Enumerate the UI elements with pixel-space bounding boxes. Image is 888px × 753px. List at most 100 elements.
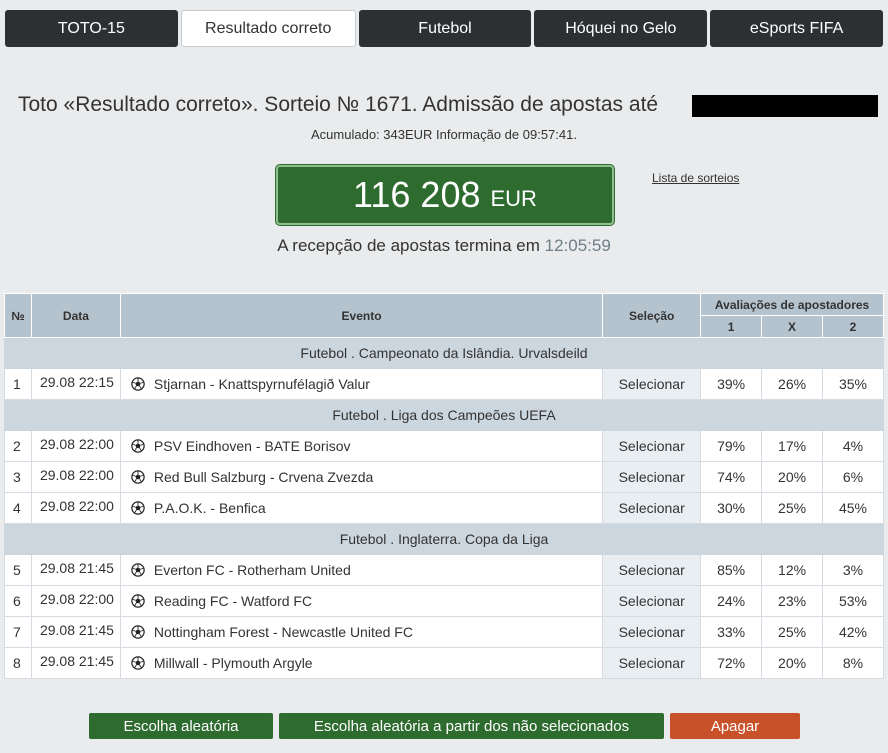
soccer-ball-icon	[131, 501, 145, 515]
row-pct-x: 12%	[761, 554, 824, 586]
table-row: 4 29.08 22:00 P.A.O.K. - Benfica Selecionar…	[4, 492, 884, 524]
row-event-name: Millwall - Plymouth Argyle	[153, 655, 313, 671]
row-event-name: Nottingham Forest - Newcastle United FC	[153, 624, 413, 640]
col-header-ratings: Avaliações de apostadores	[700, 293, 884, 316]
row-pct-2: 45%	[822, 492, 884, 524]
row-date: 29.08 21:45	[30, 554, 121, 586]
row-pct-x: 25%	[761, 492, 824, 524]
row-pct-1: 24%	[700, 585, 763, 617]
page-title: Toto «Resultado correto». Sorteio № 1671…	[18, 93, 659, 116]
select-button[interactable]: Selecionar	[602, 647, 702, 679]
row-event: Red Bull Salzburg - Crvena Zvezda	[119, 461, 604, 493]
jackpot-box: 116 208 EUR	[276, 165, 614, 225]
table-row: 6 29.08 22:00 Reading FC - Watford FC Selec…	[4, 585, 884, 617]
row-date: 29.08 22:15	[30, 368, 121, 400]
row-date: 29.08 22:00	[30, 585, 121, 617]
row-pct-2: 53%	[822, 585, 884, 617]
random-choice-button[interactable]: Escolha aleatória	[89, 713, 273, 739]
deadline-text: A recepção de apostas termina em 12:05:5…	[0, 236, 888, 256]
tab-bar: TOTO-15 Resultado correto Futebol Hóquei…	[5, 10, 883, 47]
deadline-label: A recepção de apostas termina em	[277, 236, 540, 255]
select-button[interactable]: Selecionar	[602, 461, 702, 493]
group-header: Futebol . Campeonato da Islândia. Urvals…	[4, 337, 884, 369]
row-date: 29.08 22:00	[30, 461, 121, 493]
row-pct-2: 35%	[822, 368, 884, 400]
row-num: 4	[4, 492, 32, 524]
events-table: № Data Evento Seleção Avaliações de apos…	[4, 293, 884, 679]
row-event: Reading FC - Watford FC	[119, 585, 604, 617]
row-pct-2: 8%	[822, 647, 884, 679]
tab-resultado-correto[interactable]: Resultado correto	[180, 10, 356, 47]
group-header: Futebol . Inglaterra. Copa da Liga	[4, 523, 884, 555]
row-pct-2: 42%	[822, 616, 884, 648]
row-event-name: Reading FC - Watford FC	[153, 593, 313, 609]
row-num: 8	[4, 647, 32, 679]
select-button[interactable]: Selecionar	[602, 430, 702, 462]
row-pct-1: 39%	[700, 368, 763, 400]
table-row: 5 29.08 21:45 Everton FC - Rotherham Unite…	[4, 554, 884, 586]
deadline-time: 12:05:59	[544, 236, 611, 255]
col-header-num: №	[4, 293, 32, 338]
row-num: 7	[4, 616, 32, 648]
row-event: Stjarnan - Knattspyrnufélagið Valur	[119, 368, 604, 400]
soccer-ball-icon	[131, 470, 145, 484]
row-date: 29.08 21:45	[30, 647, 121, 679]
row-pct-2: 4%	[822, 430, 884, 462]
row-event-name: Everton FC - Rotherham United	[153, 562, 351, 578]
row-num: 2	[4, 430, 32, 462]
draws-list-link[interactable]: Lista de sorteios	[652, 171, 740, 185]
table-row: 8 29.08 21:45 Millwall - Plymouth Argyle Se…	[4, 647, 884, 679]
row-event: P.A.O.K. - Benfica	[119, 492, 604, 524]
row-pct-x: 25%	[761, 616, 824, 648]
row-event: Millwall - Plymouth Argyle	[119, 647, 604, 679]
tab-hoquei-no-gelo[interactable]: Hóquei no Gelo	[534, 10, 708, 47]
row-pct-x: 20%	[761, 647, 824, 679]
row-pct-x: 26%	[761, 368, 824, 400]
row-pct-1: 30%	[700, 492, 763, 524]
soccer-ball-icon	[131, 439, 145, 453]
row-event-name: Stjarnan - Knattspyrnufélagið Valur	[153, 376, 370, 392]
tab-toto-15[interactable]: TOTO-15	[5, 10, 178, 47]
soccer-ball-icon	[131, 625, 145, 639]
table-row: 3 29.08 22:00 Red Bull Salzburg - Crvena Z…	[4, 461, 884, 493]
redacted-block	[692, 95, 878, 117]
row-pct-1: 85%	[700, 554, 763, 586]
row-event-name: PSV Eindhoven - BATE Borisov	[153, 438, 351, 454]
select-button[interactable]: Selecionar	[602, 492, 702, 524]
row-pct-1: 79%	[700, 430, 763, 462]
row-date: 29.08 22:00	[30, 430, 121, 462]
jackpot-amount: 116 208	[353, 174, 481, 215]
row-num: 6	[4, 585, 32, 617]
clear-button[interactable]: Apagar	[670, 713, 800, 739]
row-pct-1: 74%	[700, 461, 763, 493]
jackpot-currency: EUR	[490, 186, 537, 211]
select-button[interactable]: Selecionar	[602, 616, 702, 648]
row-num: 1	[4, 368, 32, 400]
row-date: 29.08 21:45	[30, 616, 121, 648]
group-header: Futebol . Liga dos Campeões UEFA	[4, 399, 884, 431]
row-pct-2: 6%	[822, 461, 884, 493]
row-event: Nottingham Forest - Newcastle United FC	[119, 616, 604, 648]
soccer-ball-icon	[131, 656, 145, 670]
col-header-selection: Seleção	[602, 293, 702, 338]
col-header-2: 2	[822, 315, 884, 338]
tab-esports-fifa[interactable]: eSports FIFA	[710, 10, 883, 47]
col-header-1: 1	[700, 315, 763, 338]
accumulated-info: Acumulado: 343EUR Informação de 09:57:41…	[311, 127, 577, 142]
select-button[interactable]: Selecionar	[602, 585, 702, 617]
select-button[interactable]: Selecionar	[602, 554, 702, 586]
row-pct-x: 20%	[761, 461, 824, 493]
row-pct-x: 17%	[761, 430, 824, 462]
tab-futebol[interactable]: Futebol	[358, 10, 532, 47]
row-pct-2: 3%	[822, 554, 884, 586]
soccer-ball-icon	[131, 563, 145, 577]
table-row: 7 29.08 21:45 Nottingham Forest - Newcastl…	[4, 616, 884, 648]
select-button[interactable]: Selecionar	[602, 368, 702, 400]
row-pct-1: 72%	[700, 647, 763, 679]
random-unselected-button[interactable]: Escolha aleatória a partir dos não selec…	[279, 713, 664, 739]
row-pct-1: 33%	[700, 616, 763, 648]
events-table-body: Futebol . Campeonato da Islândia. Urvals…	[4, 337, 884, 679]
row-date: 29.08 22:00	[30, 492, 121, 524]
col-header-event: Evento	[119, 293, 604, 338]
row-num: 3	[4, 461, 32, 493]
